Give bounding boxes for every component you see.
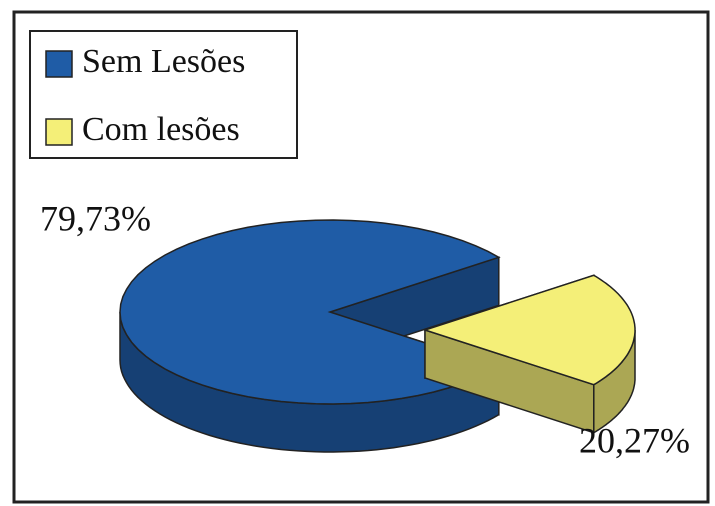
legend-label: Sem Lesões: [82, 43, 245, 80]
pie-slice: [422, 274, 636, 434]
legend-swatch: [45, 118, 73, 146]
slice-top: [119, 219, 501, 405]
pie: 79,73% 20,27%: [40, 198, 690, 460]
data-label: 79,73%: [40, 198, 151, 238]
legend-label: Com lesões: [82, 111, 240, 148]
slice-top: [422, 274, 636, 386]
legend-swatch: [45, 50, 73, 78]
data-label: 20,27%: [579, 420, 690, 460]
legend: Sem Lesões Com lesões: [45, 43, 245, 148]
legend-box: [29, 30, 298, 159]
